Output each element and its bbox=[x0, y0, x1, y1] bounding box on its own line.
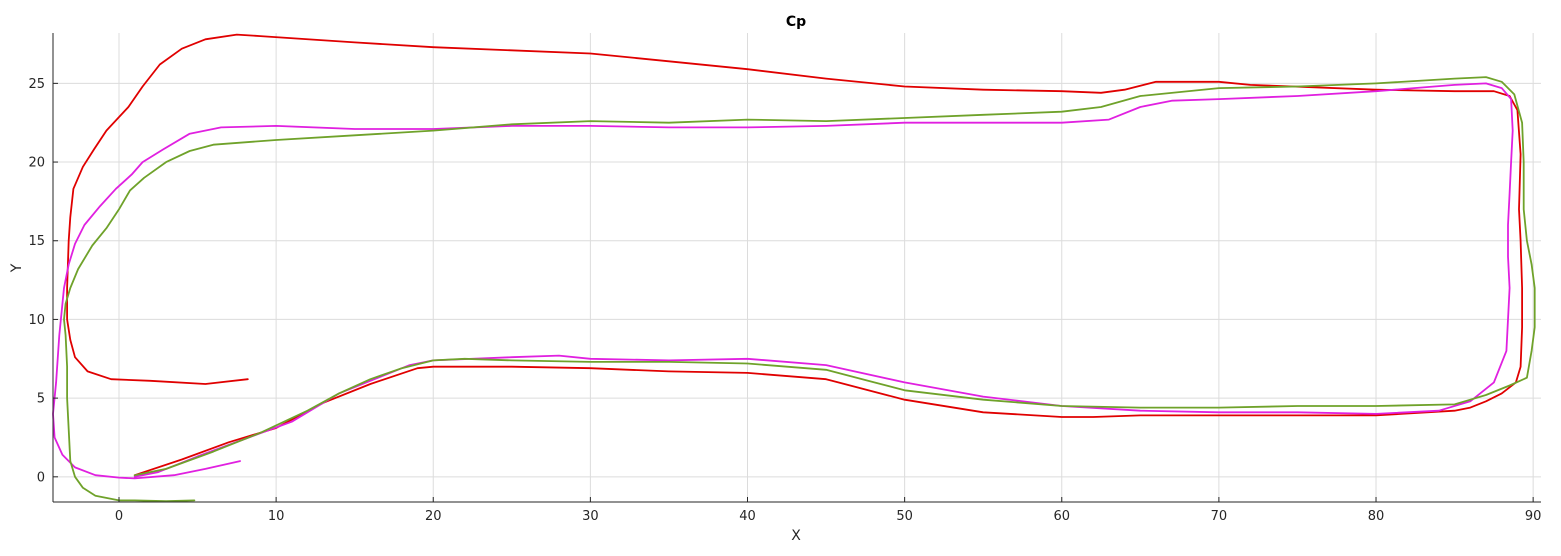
y-tick-label: 20 bbox=[28, 156, 45, 171]
y-tick-label: 15 bbox=[28, 234, 45, 249]
axes bbox=[52, 33, 1541, 503]
x-tick-label: 90 bbox=[1525, 509, 1542, 524]
y-tick-label: 5 bbox=[37, 392, 45, 407]
x-tick-label: 30 bbox=[582, 509, 599, 524]
x-tick-label: 80 bbox=[1368, 509, 1385, 524]
x-tick-label: 70 bbox=[1211, 509, 1228, 524]
tick-labels: 0 10 20 30 40 50 60 70 80 90 0 5 10 15 20 25 bbox=[28, 77, 1541, 524]
y-tick-label: 10 bbox=[28, 313, 45, 328]
y-axis-label: Y bbox=[9, 263, 25, 273]
x-tick-label: 0 bbox=[115, 509, 123, 524]
chart-title: Cp bbox=[786, 14, 806, 30]
series-line-3 bbox=[63, 76, 1536, 503]
y-tick-label: 25 bbox=[28, 77, 45, 92]
series-group bbox=[52, 33, 1536, 503]
x-tick-label: 10 bbox=[268, 509, 285, 524]
series-line-1 bbox=[66, 33, 1523, 477]
x-tick-label: 60 bbox=[1053, 509, 1070, 524]
x-tick-label: 50 bbox=[896, 509, 913, 524]
grid-lines bbox=[53, 33, 1541, 502]
series-line-2 bbox=[52, 82, 1514, 480]
y-tick-label: 0 bbox=[37, 470, 45, 485]
x-axis-label: X bbox=[791, 528, 801, 544]
x-tick-label: 20 bbox=[425, 509, 442, 524]
x-tick-label: 40 bbox=[739, 509, 756, 524]
